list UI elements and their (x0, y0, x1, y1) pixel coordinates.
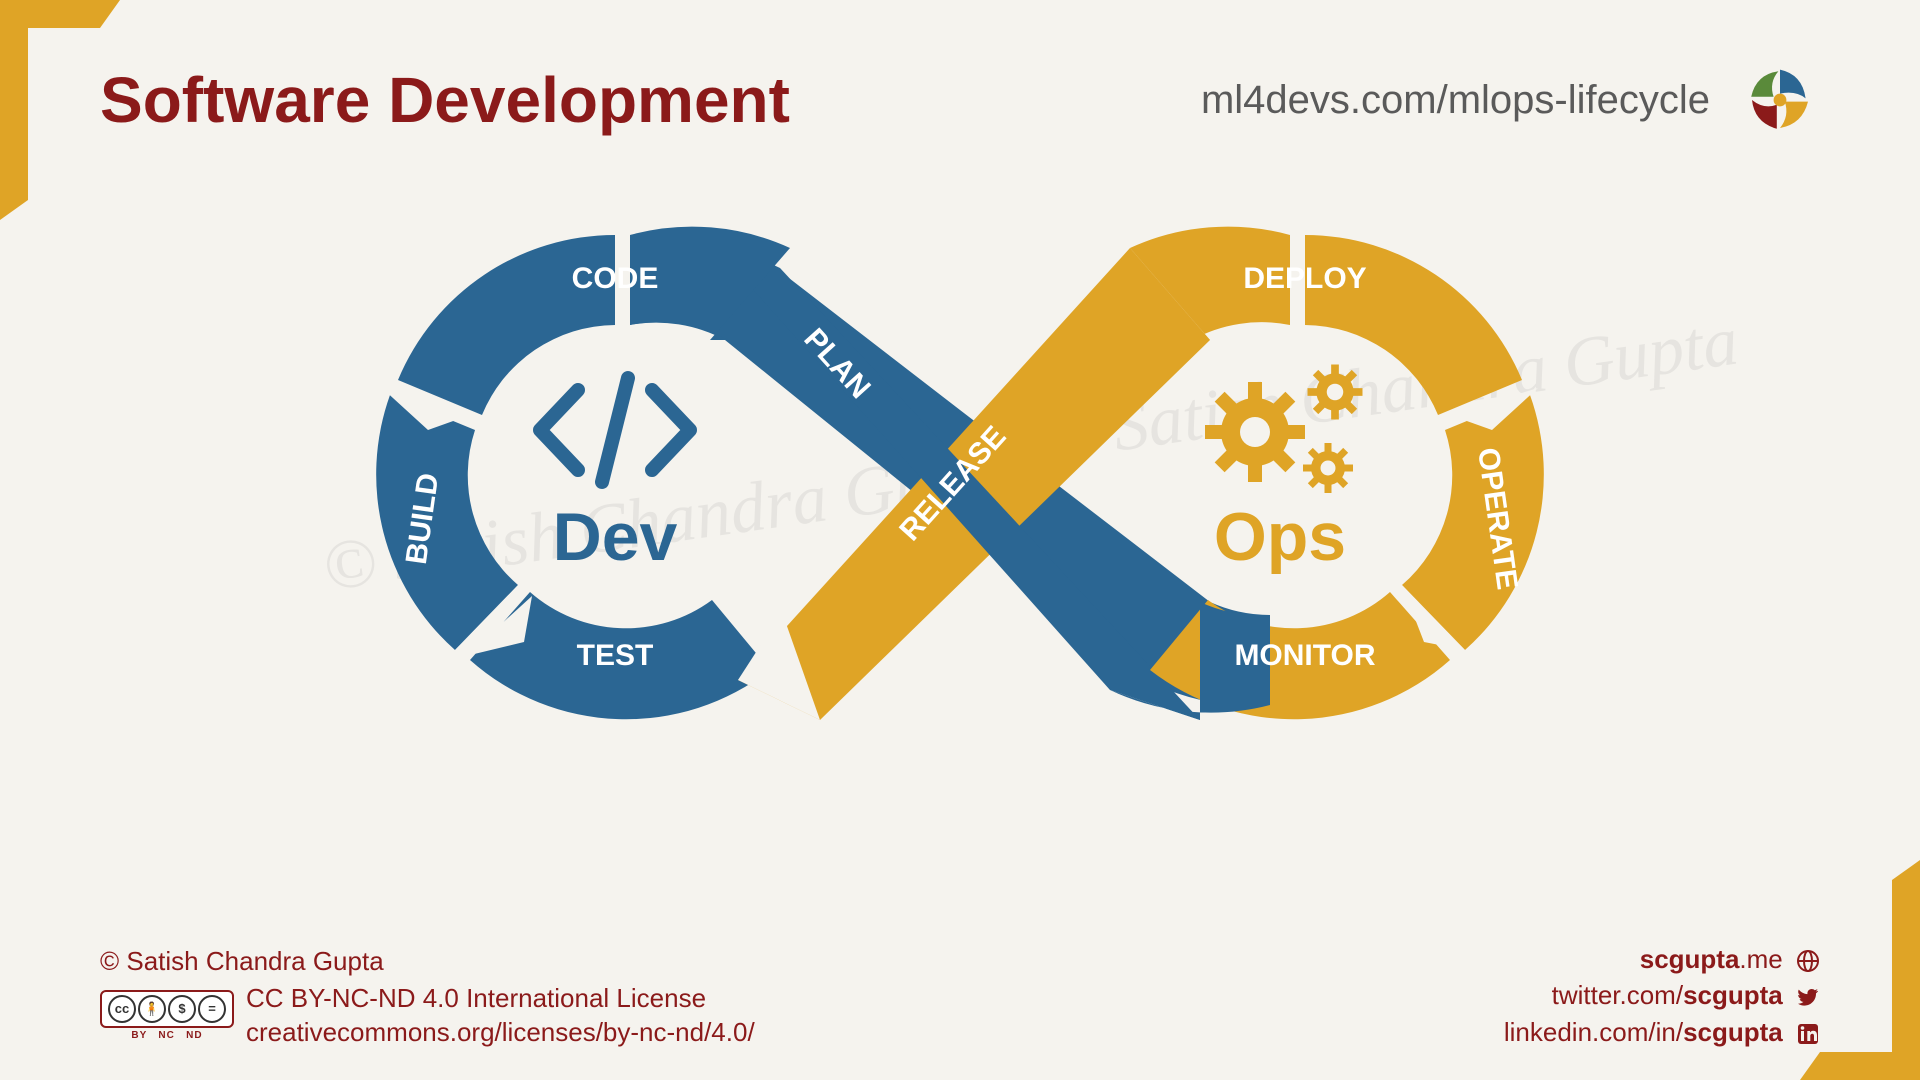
dev-code-icon (540, 378, 690, 482)
devops-infinity-diagram: Dev Ops CODE PLAN BUILD TEST RELEASE DEP… (260, 160, 1660, 785)
social-linkedin: linkedin.com/in/scgupta (1504, 1014, 1820, 1050)
linkedin-icon (1796, 1022, 1820, 1046)
copyright-text: © Satish Chandra Gupta (100, 945, 755, 979)
license-line-1: CC BY-NC-ND 4.0 International License (246, 982, 755, 1016)
cc-icon: cc (108, 995, 136, 1023)
cc-badge: cc 🧍 $ = BY NC ND (100, 990, 234, 1042)
label-monitor: MONITOR (1234, 639, 1375, 672)
dev-label: Dev (553, 499, 678, 575)
page-title: Software Development (100, 63, 790, 137)
by-icon: 🧍 (138, 995, 166, 1023)
license-line-2: creativecommons.org/licenses/by-nc-nd/4.… (246, 1016, 755, 1050)
nc-icon: $ (168, 995, 196, 1023)
nd-icon: = (198, 995, 226, 1023)
label-test: TEST (577, 639, 654, 672)
social-site: scgupta.me (1504, 941, 1820, 977)
twitter-icon (1796, 985, 1820, 1009)
brand-logo-icon (1740, 60, 1820, 140)
globe-icon (1796, 949, 1820, 973)
ops-label: Ops (1214, 499, 1346, 575)
ops-gears-icon (1205, 365, 1363, 494)
label-code: CODE (572, 262, 659, 295)
label-deploy: DEPLOY (1243, 262, 1366, 295)
social-twitter: twitter.com/scgupta (1504, 977, 1820, 1013)
source-url: ml4devs.com/mlops-lifecycle (1201, 78, 1710, 123)
